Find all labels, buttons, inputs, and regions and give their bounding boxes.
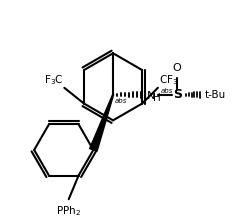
Text: N: N bbox=[147, 91, 155, 101]
Text: $\mathsf{F_3C}$: $\mathsf{F_3C}$ bbox=[44, 73, 63, 87]
Text: O: O bbox=[173, 63, 182, 73]
Text: abs: abs bbox=[161, 88, 173, 94]
Text: S: S bbox=[173, 88, 182, 101]
Polygon shape bbox=[90, 95, 114, 151]
Text: $\mathsf{PPh_2}$: $\mathsf{PPh_2}$ bbox=[56, 204, 81, 218]
Text: abs: abs bbox=[115, 98, 127, 104]
Text: t-Bu: t-Bu bbox=[205, 90, 226, 100]
Text: H: H bbox=[153, 93, 160, 103]
Text: $\mathsf{CF_3}$: $\mathsf{CF_3}$ bbox=[159, 73, 178, 87]
